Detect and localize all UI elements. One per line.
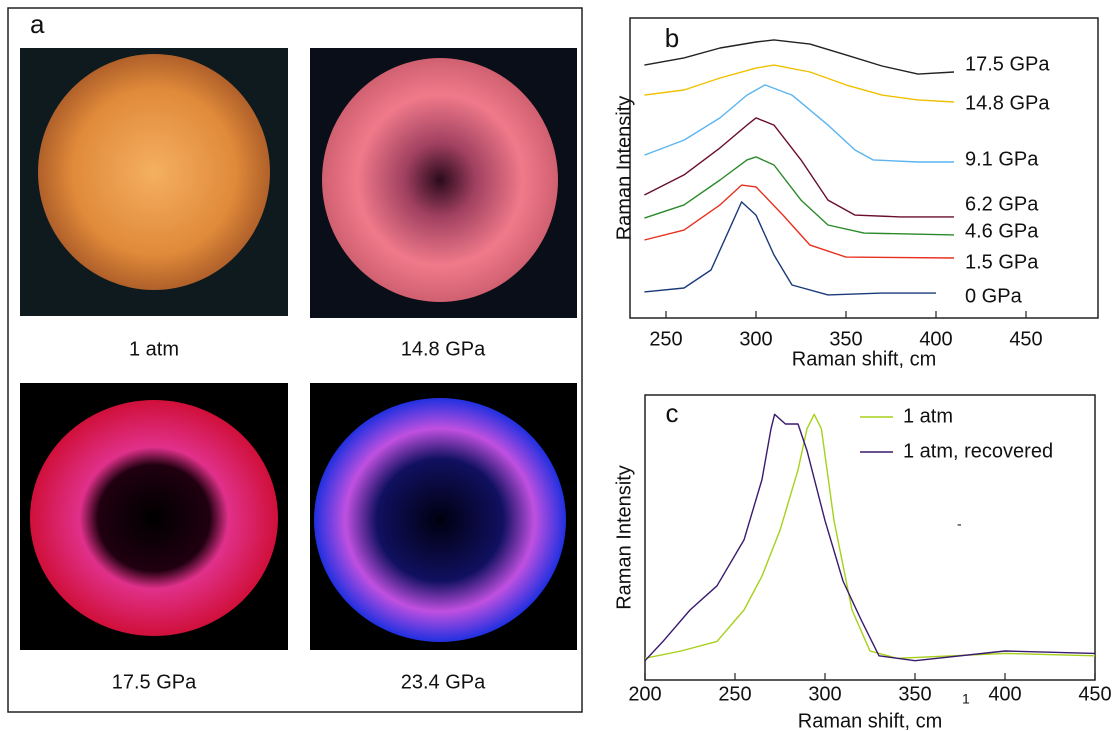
x-tick-label: 250 <box>649 328 682 350</box>
plot-frame <box>644 394 1096 681</box>
panel-frame <box>7 7 583 713</box>
x-axis-title: Raman shift, cm <box>792 348 936 370</box>
series-label: 4.6 GPa <box>965 220 1039 242</box>
spectrum-line <box>644 184 955 259</box>
x-tick-label: 400 <box>919 328 952 350</box>
spectrum-line <box>644 413 1096 659</box>
photo-label: 23.4 GPa <box>401 671 486 693</box>
y-axis-title: Raman Intensity <box>613 96 635 241</box>
spectrum-line <box>644 117 954 218</box>
photo <box>30 400 278 636</box>
x-tick-label: 300 <box>739 328 772 350</box>
x-axis-title: Raman shift, cm <box>798 710 942 731</box>
photo <box>38 54 270 290</box>
x-tick-label: 450 <box>1078 683 1111 705</box>
panel-letter: c <box>666 398 679 428</box>
photo-label: 14.8 GPa <box>401 338 486 360</box>
series-label: 6.2 GPa <box>965 193 1039 215</box>
spectrum-line <box>644 156 955 236</box>
panel-letter: a <box>30 9 45 39</box>
x-tick-label: 250 <box>718 683 751 705</box>
spectrum-line <box>644 413 1096 662</box>
x-tick-label: 450 <box>1009 328 1042 350</box>
annotation: 1 <box>962 691 970 707</box>
spectrum-line <box>644 64 955 103</box>
y-axis-title: Raman Intensity <box>613 465 635 610</box>
series-label: 14.8 GPa <box>965 92 1050 114</box>
photo <box>322 58 558 302</box>
series-label: 1.5 GPa <box>965 251 1039 273</box>
spectrum-line <box>644 39 955 75</box>
panel-letter: b <box>665 23 679 53</box>
spectrum-line <box>644 201 936 296</box>
plot-frame <box>629 17 1099 319</box>
x-tick-label: 300 <box>808 683 841 705</box>
x-tick-label: 400 <box>988 683 1021 705</box>
x-tick-label: 200 <box>628 683 661 705</box>
annotation: - <box>957 516 962 532</box>
photo <box>314 398 566 642</box>
legend-label: 1 atm <box>903 405 953 427</box>
series-label: 9.1 GPa <box>965 148 1039 170</box>
series-label: 0 GPa <box>965 285 1023 307</box>
series-label: 17.5 GPa <box>965 53 1050 75</box>
legend-label: 1 atm, recovered <box>903 440 1053 462</box>
photo-label: 1 atm <box>129 338 179 360</box>
photo-label: 17.5 GPa <box>112 671 197 693</box>
spectrum-line <box>644 84 954 163</box>
x-tick-label: 350 <box>829 328 862 350</box>
x-tick-label: 350 <box>898 683 931 705</box>
